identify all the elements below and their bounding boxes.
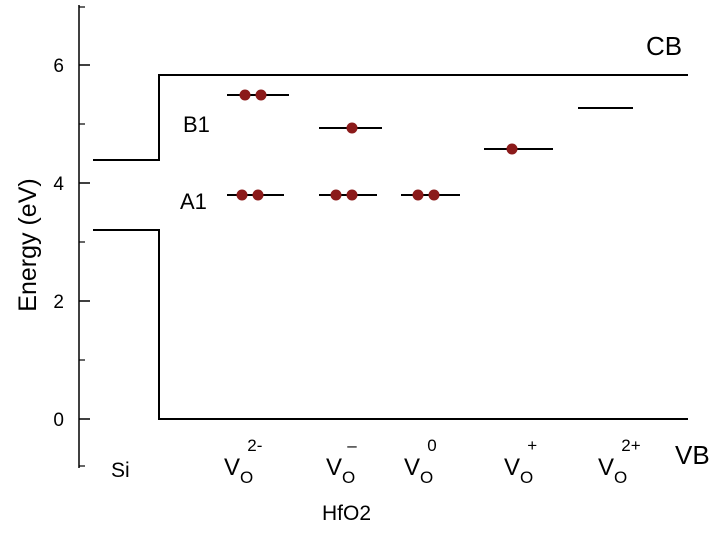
band-edges: CB VB <box>93 31 710 470</box>
electron-dot <box>255 89 267 101</box>
y-tick-label-0: 0 <box>53 410 64 431</box>
electron-dot <box>252 189 264 201</box>
electron-dot <box>330 189 342 201</box>
electron-dot <box>236 189 248 201</box>
y-tick-label-2: 2 <box>53 292 64 313</box>
electrons <box>236 89 518 201</box>
hfo2-label: HfO2 <box>322 502 371 525</box>
electron-dot <box>239 89 251 101</box>
valence-band-edge <box>93 229 688 420</box>
si-label: Si <box>111 459 130 482</box>
y-tick-label-4: 4 <box>53 174 64 195</box>
vacancy-labels: VO2- VO– VO0 VO+ VO2+ <box>224 436 641 487</box>
y-axis-title: Energy (eV) <box>14 178 42 311</box>
electron-dot <box>428 189 440 201</box>
defect-levels: B1 A1 <box>180 94 633 214</box>
y-axis: 6 4 2 0 Energy (eV) <box>14 5 90 468</box>
conduction-band-edge <box>93 74 688 161</box>
vacancy-label-vo-neutral: VO0 <box>404 436 437 487</box>
vacancy-label-vo-minus: VO– <box>326 436 357 487</box>
vacancy-label-vo-2plus: VO2+ <box>598 436 641 487</box>
region-labels: Si HfO2 <box>111 459 371 525</box>
electron-dot <box>346 189 358 201</box>
electron-dot <box>412 189 424 201</box>
b1-label: B1 <box>183 112 210 137</box>
cb-label: CB <box>646 31 682 61</box>
vb-label: VB <box>675 440 710 470</box>
vacancy-label-vo-plus: VO+ <box>504 436 537 487</box>
y-tick-label-6: 6 <box>53 56 64 77</box>
a1-label: A1 <box>180 189 207 214</box>
vacancy-label-vo-2minus: VO2- <box>224 436 262 487</box>
electron-dot <box>506 143 518 155</box>
electron-dot <box>346 122 358 134</box>
